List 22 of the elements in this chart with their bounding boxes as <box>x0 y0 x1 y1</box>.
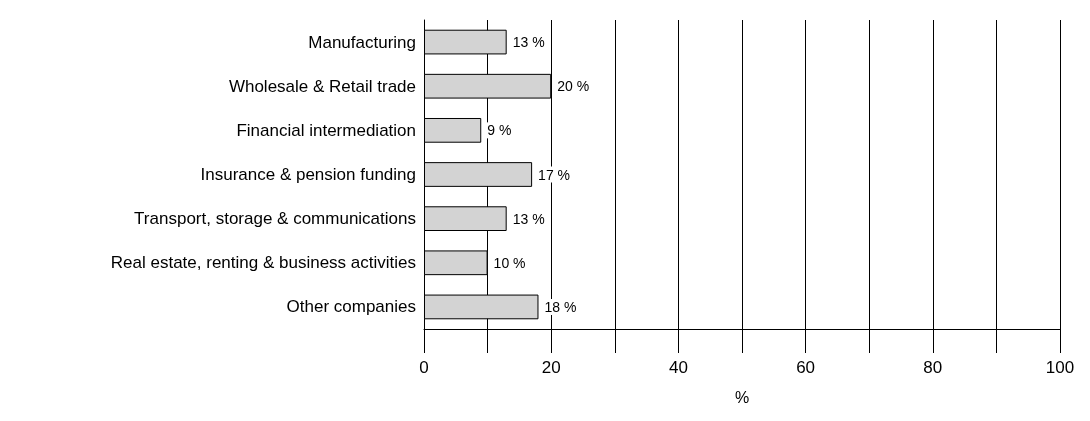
data-label: 20 % <box>557 78 590 95</box>
data-label: 18 % <box>544 298 577 315</box>
data-label: 17 % <box>538 166 571 183</box>
x-tick-label: 0 <box>419 358 429 377</box>
y-tick-label: Real estate, renting & business activities <box>110 253 416 273</box>
data-label: 13 % <box>512 210 545 227</box>
x-tick-label: 20 <box>541 358 561 377</box>
y-tick-label: Financial intermediation <box>236 120 416 140</box>
x-tick-label: 40 <box>668 358 688 377</box>
bar <box>424 118 482 143</box>
x-tick-label: 80 <box>923 358 943 377</box>
data-label: 9 % <box>487 122 512 139</box>
y-tick-label: Manufacturing <box>308 32 416 52</box>
x-tick-label: 60 <box>796 358 816 377</box>
y-tick-label: Other companies <box>286 297 416 317</box>
x-tick-label: 100 <box>1045 358 1075 377</box>
data-label: 13 % <box>512 34 545 51</box>
x-axis-title: % <box>734 388 750 406</box>
y-tick-label: Wholesale & Retail trade <box>228 76 416 96</box>
data-label: 10 % <box>493 254 526 271</box>
y-tick-label: Insurance & pension funding <box>200 165 416 184</box>
y-tick-label: Transport, storage & communications <box>134 209 416 229</box>
